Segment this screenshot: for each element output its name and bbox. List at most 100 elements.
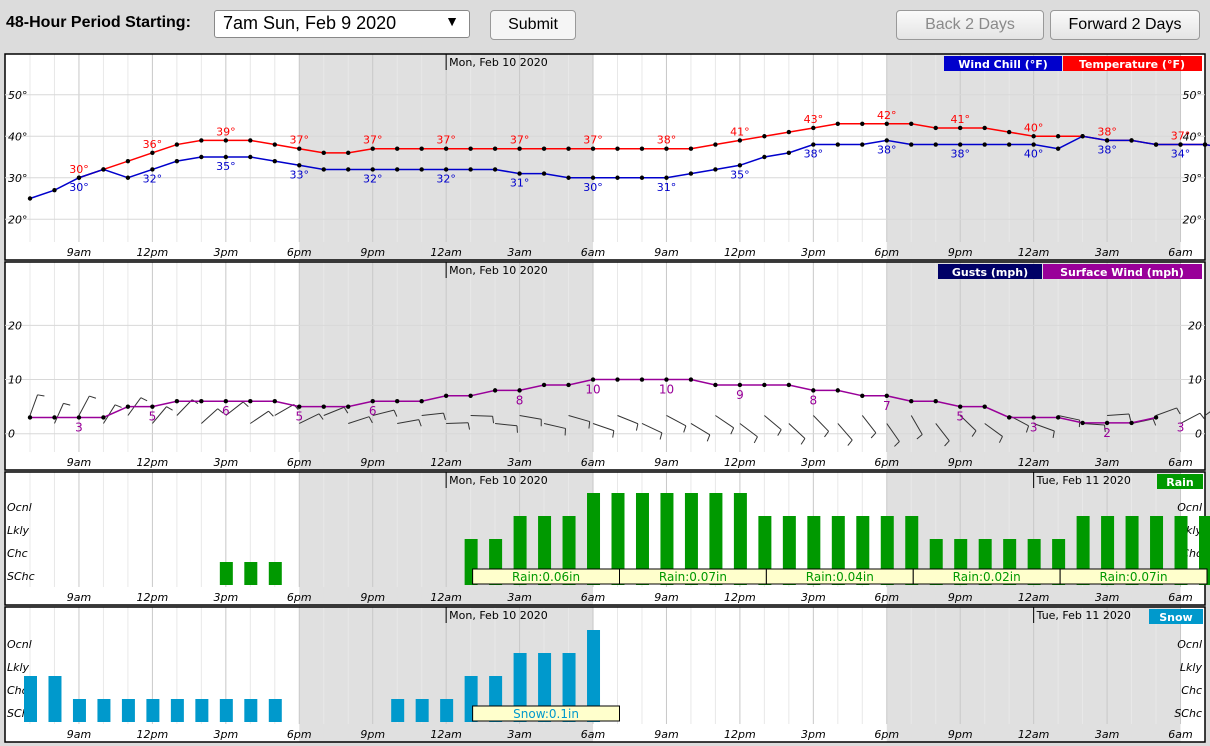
surface-wind-label: 2	[1103, 426, 1111, 440]
data-point	[272, 142, 277, 147]
wind-barb	[959, 415, 977, 432]
data-point	[492, 167, 498, 172]
data-point	[933, 142, 938, 147]
rain-amount-label: Rain:0.07in	[659, 570, 727, 584]
rain-bar	[709, 493, 723, 585]
legend-swatch-gusts	[938, 264, 1042, 279]
period-select[interactable]: 7am Sun, Feb 9 2020 ▼	[214, 10, 470, 38]
x-tick-label: 3am	[1095, 456, 1119, 469]
data-point	[1031, 134, 1036, 139]
data-point	[982, 142, 987, 147]
y-tick-label-right: 50°	[1183, 89, 1203, 102]
rain-bar	[905, 516, 919, 585]
wind-barb	[592, 423, 614, 432]
date-label: Mon, Feb 10 2020	[449, 56, 548, 69]
x-tick-label: 12am	[1018, 246, 1049, 259]
data-point	[1178, 142, 1183, 147]
surface-wind-label: 10	[585, 383, 600, 397]
legend-swatch-wind-chill	[944, 56, 1062, 71]
rain-bar	[562, 516, 576, 585]
x-tick-label: 3am	[507, 246, 531, 259]
data-point	[786, 129, 792, 135]
temperature-label: 41°	[730, 125, 750, 138]
wind-barb-flag	[944, 440, 950, 447]
y-tick-label-right: Ocnl	[1177, 638, 1202, 651]
wind-barb-flag	[217, 408, 224, 414]
surface-wind-label: 10	[659, 383, 674, 397]
y-tick-label-right: 0	[1195, 428, 1202, 441]
wind-chill-label: 33°	[290, 168, 310, 181]
legend-swatch-surface-wind	[1043, 264, 1202, 279]
wind-barb-flag	[368, 416, 373, 424]
wind-barb-flag	[612, 430, 615, 438]
rain-bar	[660, 493, 674, 585]
wind-chill-label: 38°	[1097, 143, 1117, 156]
data-point	[468, 393, 473, 399]
snow-bar	[244, 699, 258, 722]
data-point	[248, 138, 253, 143]
data-point	[52, 415, 57, 420]
rain-bar	[856, 516, 870, 585]
data-point	[419, 167, 424, 172]
wind-barb-flag	[1152, 418, 1157, 426]
wind-barb	[715, 415, 734, 429]
y-tick-label-right: Ocnl	[1177, 501, 1202, 514]
wind-chill-label: 32°	[143, 172, 163, 185]
wind-barb	[739, 423, 758, 438]
wind-barb	[910, 415, 923, 435]
date-label: Mon, Feb 10 2020	[449, 474, 548, 487]
wind-barb-flag	[467, 422, 471, 430]
x-tick-label: 9am	[654, 456, 678, 469]
data-point	[590, 146, 596, 151]
temperature-label: 39°	[216, 125, 236, 138]
temperature-label: 38°	[657, 134, 677, 147]
back-2-days-button[interactable]: Back 2 Days	[896, 10, 1044, 40]
data-point	[860, 121, 865, 127]
submit-button[interactable]: Submit	[490, 10, 576, 40]
wind-barb	[812, 415, 829, 432]
wind-barb-flag	[140, 397, 148, 402]
wind-barb-flag	[870, 432, 877, 439]
data-point	[517, 171, 522, 176]
data-point	[346, 150, 351, 156]
data-point	[394, 146, 400, 151]
wind-chill-label: 38°	[877, 143, 897, 156]
rain-bar	[1076, 516, 1090, 585]
forward-2-days-button[interactable]: Forward 2 Days	[1050, 10, 1200, 40]
y-tick-label-left: 20°	[8, 213, 28, 226]
data-point	[76, 175, 82, 180]
snow-bar	[562, 653, 576, 722]
surface-wind-label: 7	[883, 399, 891, 413]
data-point	[1031, 142, 1036, 147]
data-point	[199, 138, 204, 143]
snow-bar	[48, 676, 62, 722]
wind-barb	[1107, 413, 1130, 416]
x-tick-label: 6am	[581, 246, 605, 259]
data-point	[174, 399, 180, 404]
data-point	[982, 125, 987, 131]
wind-barb	[1058, 414, 1080, 421]
wind-barb-flag	[492, 416, 495, 424]
x-tick-label: 9pm	[948, 728, 973, 741]
wind-barb	[152, 406, 167, 424]
wind-chill-label: 31°	[657, 181, 677, 194]
wind-barb-flag	[393, 409, 398, 417]
y-tick-label-right: 10	[1188, 374, 1202, 387]
rain-bar	[758, 516, 772, 585]
data-point	[909, 399, 914, 404]
wind-barb	[690, 423, 711, 436]
rain-bar	[1125, 516, 1139, 585]
data-point	[835, 121, 841, 127]
data-point	[762, 154, 767, 160]
data-point	[713, 167, 718, 172]
legend-wind-chill: Wind Chill (°F)	[958, 58, 1048, 71]
data-point	[688, 146, 694, 151]
data-point	[272, 158, 277, 164]
wind-chill-label: 31°	[510, 177, 530, 190]
data-point	[713, 382, 718, 388]
x-tick-label: 9am	[654, 728, 678, 741]
x-tick-label: 3am	[507, 591, 531, 604]
data-point	[346, 167, 351, 172]
x-tick-label: 6pm	[287, 591, 312, 604]
data-point	[1153, 415, 1159, 420]
